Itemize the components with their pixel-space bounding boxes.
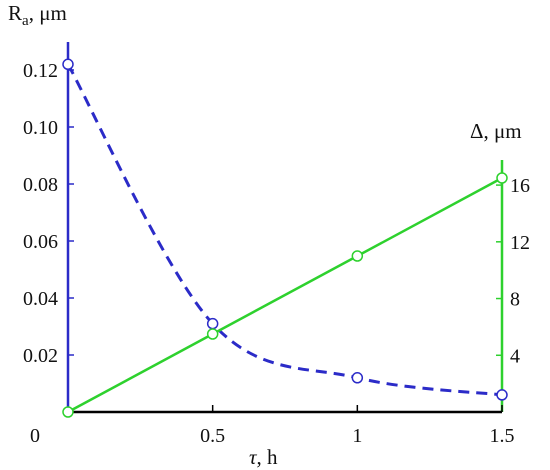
right-tick-label: 4: [510, 345, 520, 367]
axes: 0.02 0.04 0.06 0.08 0.10 0.12 4 8 12 16 0.5 1 1.5: [23, 42, 530, 447]
left-tick-label: 0.10: [23, 117, 58, 139]
series-1-point: [206, 328, 219, 340]
series-0-point: [62, 58, 74, 71]
left-tick-label: 0.04: [23, 288, 58, 310]
right-tick-label: 8: [510, 289, 520, 311]
origin-label: 0: [30, 425, 40, 447]
left-tick-label: 0.08: [23, 174, 58, 196]
series-1-line: [67, 176, 503, 414]
series-0-point: [206, 317, 219, 330]
right-tick-label: 12: [510, 232, 530, 254]
labels: Ra, μm Δ, μm τ, h 0: [8, 1, 522, 469]
left-tick-label: 0.02: [23, 345, 58, 367]
series-1-point: [351, 250, 364, 262]
left-tick-label: 0.06: [23, 231, 58, 253]
series-0-point: [496, 389, 508, 401]
left-tick-label: 0.12: [23, 60, 58, 82]
series-0-point: [351, 372, 364, 384]
series-0-line: [66, 63, 503, 397]
series-layer: [62, 58, 508, 418]
right-axis-title: Δ, μm: [470, 119, 522, 143]
x-axis-title: τ, h: [249, 445, 278, 469]
series-1-point: [496, 172, 508, 184]
x-tick-label: 0.5: [200, 425, 225, 447]
series-1-point: [62, 406, 74, 418]
right-tick-label: 16: [510, 175, 530, 197]
left-axis-title: Ra, μm: [8, 1, 67, 29]
x-tick-label: 1.5: [490, 425, 515, 447]
x-tick-label: 1: [352, 425, 362, 447]
